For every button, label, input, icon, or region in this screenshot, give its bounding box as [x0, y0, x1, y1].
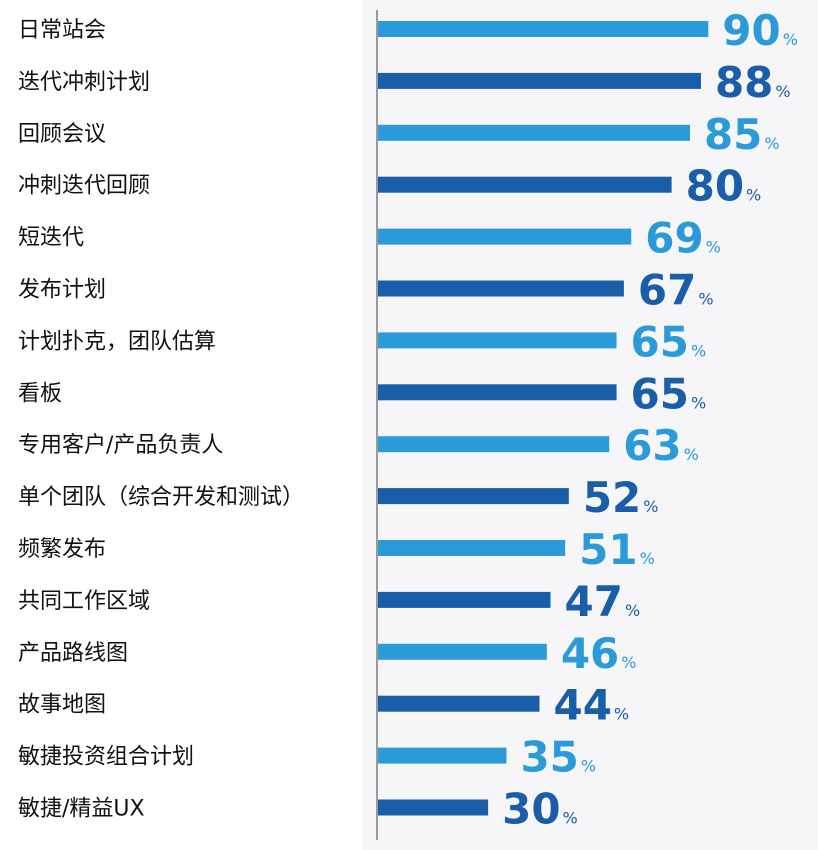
bar: [378, 176, 672, 193]
bar: [378, 799, 489, 816]
category-label: 敏捷投资组合计划: [18, 745, 194, 770]
bar: [378, 436, 610, 453]
data-label: 44%: [553, 681, 629, 730]
data-label-value: 67: [638, 266, 696, 315]
data-label: 90%: [722, 6, 798, 55]
data-label-value: 69: [645, 214, 703, 263]
category-label: 共同工作区域: [18, 589, 150, 614]
category-label: 短迭代: [18, 226, 84, 251]
data-label: 88%: [715, 58, 791, 107]
data-label-percent: %: [706, 238, 721, 257]
category-label: 回顾会议: [18, 122, 106, 147]
data-label-value: 35: [520, 733, 578, 782]
data-label-percent: %: [746, 186, 761, 205]
data-label-value: 52: [583, 473, 641, 522]
data-label: 63%: [623, 421, 699, 470]
category-label: 计划扑克，团队估算: [18, 329, 216, 354]
data-label-percent: %: [563, 809, 578, 828]
bar: [378, 540, 566, 556]
bar: [378, 591, 551, 608]
category-label: 日常站会: [18, 18, 106, 43]
data-label-percent: %: [783, 30, 798, 49]
bar: [378, 695, 540, 712]
data-label-percent: %: [621, 653, 636, 672]
data-label-value: 65: [631, 369, 689, 418]
category-label: 专用客户/产品负责人: [18, 433, 223, 458]
bar: [378, 21, 709, 37]
data-label: 30%: [502, 785, 578, 834]
bar: [378, 124, 690, 141]
category-label: 冲刺迭代回顾: [18, 174, 150, 199]
bar: [378, 72, 701, 89]
category-label: 单个团队（综合开发和测试）: [18, 485, 304, 510]
bar: [378, 332, 617, 349]
data-label-value: 63: [623, 421, 681, 470]
data-label-value: 47: [564, 577, 622, 626]
data-label-value: 44: [553, 681, 611, 730]
data-label: 52%: [583, 473, 659, 522]
data-label: 80%: [686, 162, 762, 211]
data-label: 51%: [579, 525, 655, 574]
data-label: 46%: [561, 629, 637, 678]
category-label: 频繁发布: [18, 537, 106, 562]
data-label-percent: %: [698, 290, 713, 309]
bar: [378, 228, 632, 245]
data-label: 65%: [631, 317, 707, 366]
data-label-percent: %: [643, 497, 658, 516]
data-label-percent: %: [625, 601, 640, 620]
data-label-percent: %: [581, 757, 596, 776]
category-label: 敏捷/精益UX: [18, 797, 145, 822]
data-label-value: 80: [686, 162, 744, 211]
bar: [378, 280, 624, 297]
data-label-percent: %: [691, 393, 706, 412]
category-label: 故事地图: [18, 693, 106, 718]
category-label: 产品路线图: [18, 641, 128, 666]
data-label-value: 88: [715, 58, 773, 107]
data-label-value: 85: [704, 110, 762, 159]
data-label: 35%: [520, 733, 596, 782]
data-label-value: 65: [631, 317, 689, 366]
data-label: 67%: [638, 266, 714, 315]
data-label-percent: %: [764, 134, 779, 153]
bar: [378, 747, 507, 764]
data-label-value: 30: [502, 785, 560, 834]
data-label-value: 51: [579, 525, 637, 574]
data-label: 69%: [645, 214, 721, 263]
data-label-percent: %: [691, 341, 706, 360]
bar: [378, 384, 617, 401]
data-label-percent: %: [614, 705, 629, 724]
data-label-value: 46: [561, 629, 619, 678]
data-label-percent: %: [640, 549, 655, 568]
data-label-value: 90: [722, 6, 780, 55]
data-label: 85%: [704, 110, 780, 159]
data-label-percent: %: [684, 445, 699, 464]
category-label: 看板: [18, 381, 62, 406]
category-label: 发布计划: [18, 278, 106, 303]
data-label-percent: %: [775, 82, 790, 101]
bar: [378, 488, 569, 505]
data-label: 65%: [631, 369, 707, 418]
data-label: 47%: [564, 577, 640, 626]
category-label: 迭代冲刺计划: [18, 70, 150, 95]
bar: [378, 643, 547, 660]
